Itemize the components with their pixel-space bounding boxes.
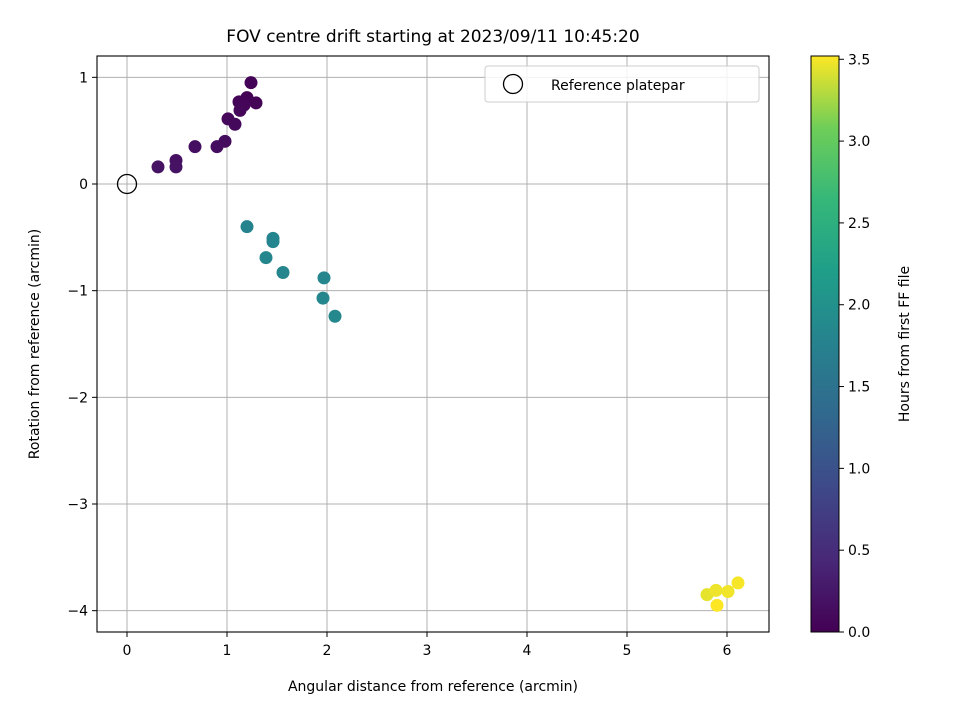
data-point: [266, 235, 280, 249]
data-point: [317, 271, 331, 285]
legend-label: Reference platepar: [551, 78, 685, 94]
colorbar-tick-label: 1.5: [848, 380, 870, 396]
y-tick-label: 0: [79, 177, 88, 193]
chart-title: FOV centre drift starting at 2023/09/11 …: [226, 27, 639, 47]
x-tick-label: 3: [423, 643, 432, 659]
data-point: [151, 160, 165, 174]
y-tick-label: −2: [67, 390, 88, 406]
data-point: [328, 309, 342, 323]
colorbar-ticks: 0.0 0.5 1.0 1.5 2.0 2.5 3.0 3.5: [839, 52, 870, 641]
x-tick-label: 4: [523, 643, 532, 659]
colorbar-tick-label: 2.5: [848, 216, 870, 232]
colorbar-tick-label: 2.0: [848, 298, 870, 314]
y-tick-label: −3: [67, 497, 88, 513]
data-point: [240, 220, 254, 234]
y-tick-label: −1: [67, 284, 88, 300]
data-point: [259, 251, 273, 265]
data-point: [721, 584, 735, 598]
legend-box: [484, 65, 760, 103]
colorbar: 0.0 0.5 1.0 1.5 2.0 2.5 3.0 3.5 Hours from firs…: [810, 52, 913, 641]
data-point: [709, 583, 723, 597]
colorbar-label: Hours from first FF file: [897, 266, 913, 422]
data-point: [244, 76, 258, 90]
colorbar-tick-label: 0.5: [848, 543, 870, 559]
x-tick-label: 0: [123, 643, 132, 659]
data-point: [710, 598, 724, 612]
data-point: [210, 140, 224, 154]
colorbar-tick-label: 3.5: [848, 52, 870, 68]
x-tick-label: 2: [323, 643, 332, 659]
data-point: [249, 96, 263, 110]
reference-point-marker: [116, 173, 138, 195]
data-point: [276, 266, 290, 280]
x-tick-label: 5: [623, 643, 632, 659]
x-tick-label: 6: [723, 643, 732, 659]
data-point: [731, 576, 745, 590]
colorbar-tick-label: 3.0: [848, 134, 870, 150]
data-point: [316, 291, 330, 305]
data-point: [188, 140, 202, 154]
legend-marker-icon: [502, 73, 524, 95]
y-tick-label: 1: [79, 70, 88, 86]
x-tick-label: 1: [223, 643, 232, 659]
data-point: [228, 117, 242, 131]
y-axis-ticks: −4 −3 −2 −1 0 1: [67, 70, 97, 620]
scatter-points: [151, 76, 745, 612]
legend: Reference platepar: [484, 65, 760, 103]
y-tick-label: −4: [67, 604, 88, 620]
x-axis-label: Angular distance from reference (arcmin): [288, 679, 578, 695]
data-point: [169, 160, 183, 174]
y-axis-label: Rotation from reference (arcmin): [27, 229, 43, 459]
colorbar-tick-label: 0.0: [848, 625, 870, 641]
data-point: [233, 103, 247, 117]
colorbar-tick-label: 1.0: [848, 461, 870, 477]
colorbar-gradient: [810, 55, 840, 633]
plot-frame: [96, 55, 770, 633]
x-axis-ticks: 0 1 2 3 4 5 6: [123, 632, 732, 659]
